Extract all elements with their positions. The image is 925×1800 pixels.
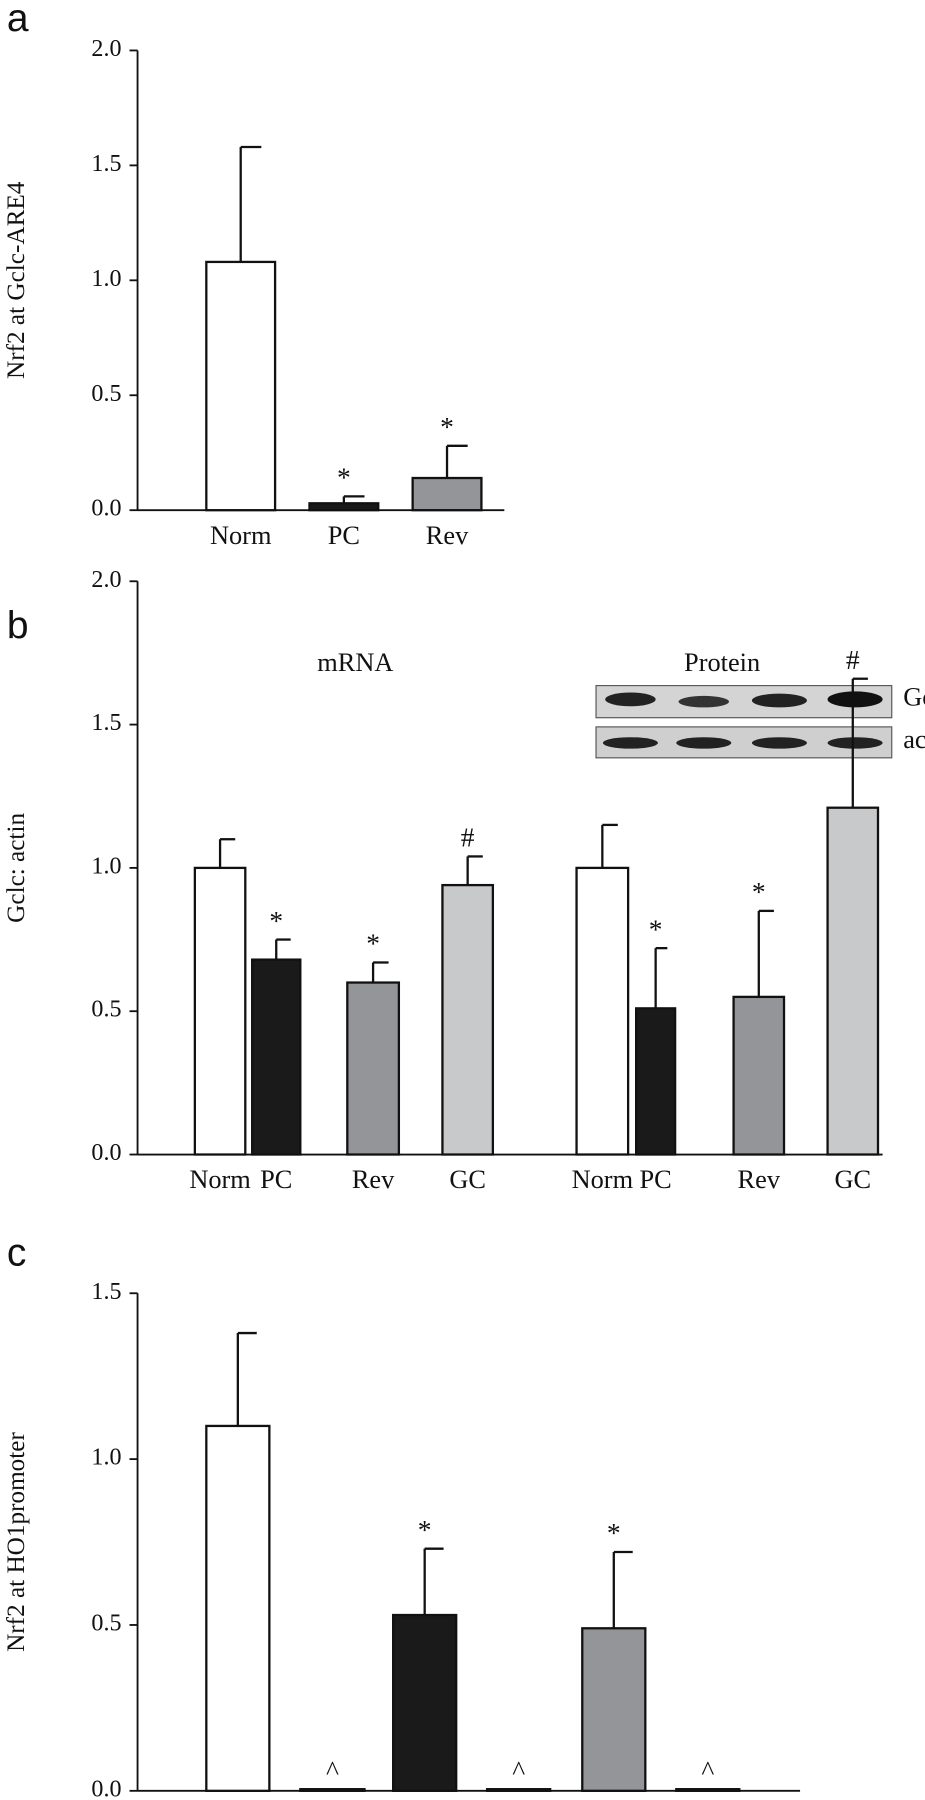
panel-label: b	[7, 605, 29, 648]
annotation: *	[752, 876, 766, 907]
bar	[205, 260, 277, 512]
y-tick-label: 0.5	[91, 381, 121, 407]
bar	[299, 1788, 366, 1792]
y-tick-label: 1.5	[91, 151, 121, 177]
annotation: ^	[512, 1754, 525, 1785]
annotation: *	[418, 1514, 432, 1545]
x-tick-label: Rev	[639, 1797, 684, 1800]
x-tick-label: Rev	[738, 1165, 781, 1194]
x-tick-label: Rev	[352, 1165, 395, 1194]
bar	[205, 1424, 271, 1792]
x-tick-label: GC	[449, 1165, 486, 1194]
y-axis-label: Gclc: actin	[3, 813, 30, 923]
annotation: *	[649, 913, 663, 944]
annotation: #	[846, 644, 860, 675]
annotation: *	[337, 462, 351, 493]
bar	[441, 883, 495, 1156]
bar	[732, 995, 786, 1156]
y-tick-label: 1.5	[91, 710, 121, 736]
bar	[826, 806, 880, 1156]
bar	[485, 1788, 552, 1792]
bar	[308, 502, 380, 512]
annotation: *	[269, 905, 283, 936]
panel-label: c	[7, 1232, 26, 1275]
y-axis-label: Nrf2 at HO1promoter	[3, 1432, 30, 1652]
bar	[635, 1007, 677, 1156]
x-tick-label: PC	[640, 1165, 672, 1194]
panel-label: a	[7, 0, 29, 40]
x-tick-label: PC	[260, 1165, 292, 1194]
x-tick-label: Norm	[210, 521, 272, 550]
blot-label: actin	[903, 725, 925, 754]
y-tick-label: 1.0	[91, 1445, 121, 1471]
y-tick-label: 0.0	[91, 496, 121, 522]
y-tick-label: 2.0	[91, 36, 121, 62]
bar	[251, 958, 302, 1156]
x-tick-label: GC	[834, 1165, 871, 1194]
annotation: ^	[326, 1754, 339, 1785]
group-label: mRNA	[317, 648, 393, 677]
y-tick-label: 1.5	[91, 1279, 121, 1305]
y-tick-label: 1.0	[91, 853, 121, 879]
bar	[392, 1613, 458, 1792]
y-tick-label: 0.5	[91, 997, 121, 1023]
annotation: *	[607, 1517, 621, 1548]
y-tick-label: 2.0	[91, 567, 121, 593]
x-tick-label: PC	[455, 1797, 489, 1800]
bar	[193, 866, 247, 1156]
annotation: *	[366, 928, 380, 959]
x-tick-label: Norm	[253, 1797, 317, 1800]
annotation: ^	[701, 1754, 714, 1785]
y-tick-label: 0.5	[91, 1610, 121, 1636]
group-label: Protein	[684, 648, 760, 677]
x-tick-label: Norm	[189, 1165, 251, 1194]
y-tick-label: 1.0	[91, 266, 121, 292]
annotation: #	[461, 822, 475, 853]
annotation: *	[440, 411, 454, 442]
bar	[581, 1627, 647, 1792]
y-tick-label: 0.0	[91, 1776, 121, 1800]
bar	[411, 476, 483, 512]
y-tick-label: 0.0	[91, 1140, 121, 1166]
bar	[575, 866, 630, 1156]
x-tick-label: Rev	[426, 521, 469, 550]
blot-inset	[595, 685, 893, 759]
bar	[346, 981, 401, 1156]
x-tick-label: Norm	[572, 1165, 634, 1194]
blot-label: Gclc	[903, 682, 925, 711]
y-axis-label: Nrf2 at Gclc-ARE4	[3, 181, 30, 379]
bar	[675, 1788, 741, 1792]
x-tick-label: PC	[328, 521, 360, 550]
